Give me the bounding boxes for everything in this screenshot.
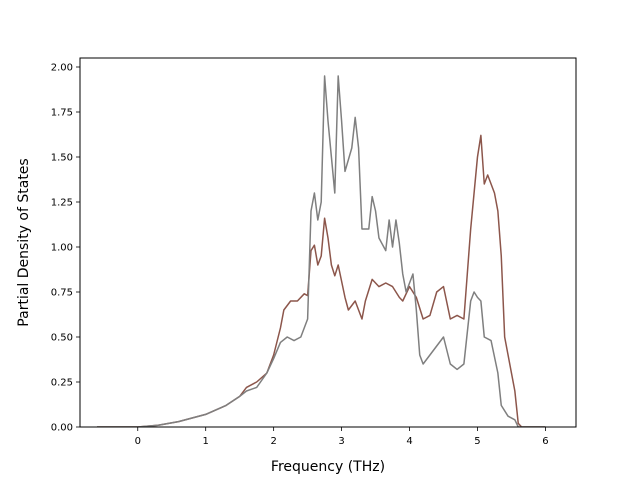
- axes-frame: [79, 57, 577, 428]
- y-tick-label: 0.00: [51, 423, 73, 434]
- y-tick-label: 0.75: [51, 288, 73, 299]
- y-tick-label: 2.00: [51, 63, 73, 74]
- y-axis-label: Partial Density of States: [16, 158, 32, 326]
- x-tick-label: 2: [270, 436, 276, 447]
- y-tick-label: 1.75: [51, 108, 73, 119]
- series-line-1: [96, 134, 546, 427]
- y-tick-label: 1.00: [51, 243, 73, 254]
- plot-area: [96, 75, 546, 427]
- y-tick-label: 0.50: [51, 333, 73, 344]
- x-axis-label: Frequency (THz): [271, 459, 385, 475]
- x-tick-label: 5: [474, 436, 480, 447]
- x-tick-label: 0: [135, 436, 141, 447]
- y-axis-ticks: 0.00 0.25 0.50 0.75 1.00 1.25 1.50 1.75 2.00: [51, 63, 80, 434]
- y-tick-label: 1.50: [51, 153, 73, 164]
- x-tick-label: 3: [338, 436, 344, 447]
- y-tick-label: 1.25: [51, 198, 73, 209]
- x-tick-label: 4: [406, 436, 412, 447]
- x-axis-ticks: 0 1 2 3 4 5 6: [135, 427, 549, 447]
- y-tick-label: 0.25: [51, 378, 73, 389]
- series-line-2: [96, 75, 546, 427]
- x-tick-label: 1: [203, 436, 209, 447]
- x-tick-label: 6: [542, 436, 548, 447]
